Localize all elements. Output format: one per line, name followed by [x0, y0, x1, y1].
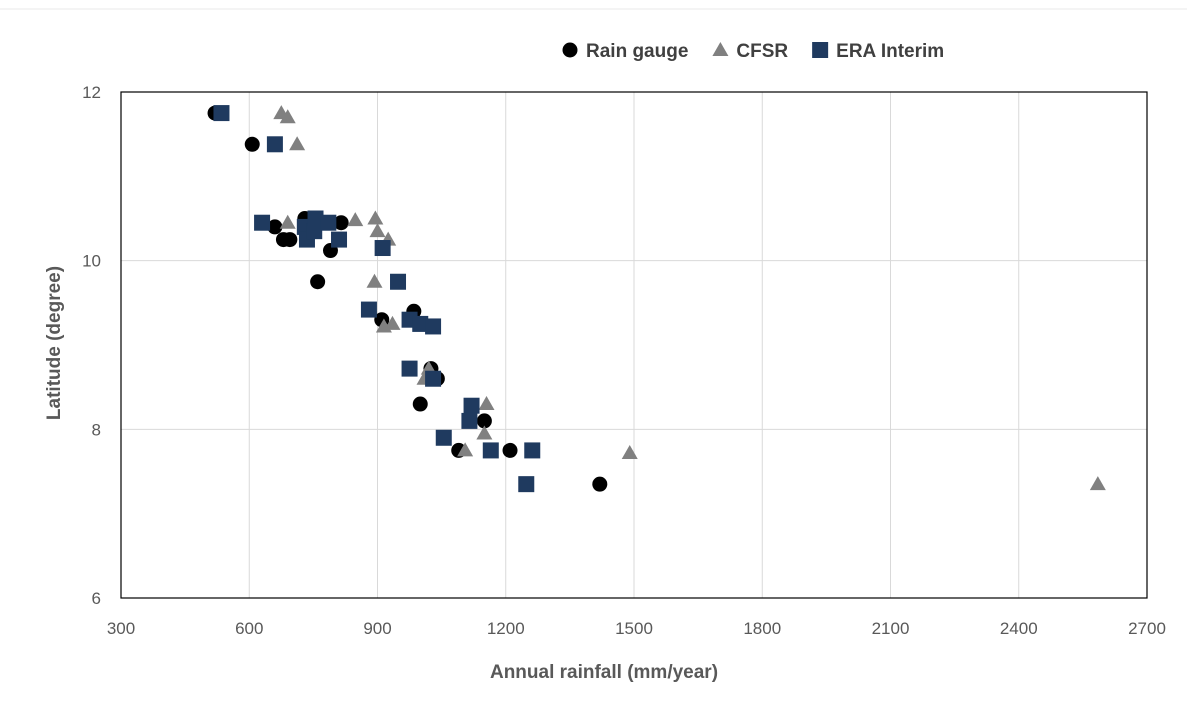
cfsr-point	[289, 136, 306, 151]
era-interim-point	[254, 214, 271, 231]
rain-gauge-point	[267, 219, 283, 235]
x-tick-label: 1800	[743, 619, 781, 638]
era-interim-point	[482, 442, 499, 459]
y-tick-label: 6	[92, 589, 101, 608]
era-interim-point	[307, 210, 324, 227]
gridlines	[121, 92, 1147, 598]
era-interim-point	[360, 301, 377, 318]
era-interim-point	[320, 214, 337, 231]
era-interim-point	[374, 240, 391, 257]
x-tick-label: 2700	[1128, 619, 1166, 638]
x-tick-label: 600	[235, 619, 263, 638]
cfsr-point	[366, 273, 383, 288]
rain-gauge-point	[333, 215, 349, 231]
era-interim-point	[401, 360, 418, 377]
era-interim-point	[461, 412, 478, 429]
cfsr-point	[369, 223, 386, 238]
x-axis-title: Annual rainfall (mm/year)	[490, 662, 718, 683]
rain-gauge-point	[244, 136, 260, 152]
legend-label-rain-gauge: Rain gauge	[586, 41, 688, 62]
y-tick-label: 10	[82, 252, 101, 271]
cfsr-point	[279, 214, 296, 229]
x-tick-label: 2400	[1000, 619, 1038, 638]
cfsr-point	[478, 396, 495, 411]
x-tick-labels: 300 600 900 1200 1500 1800 2100 2400 2700	[107, 619, 1166, 638]
rain-gauge-point	[282, 232, 298, 248]
era-interim-point	[425, 370, 442, 387]
rain-gauge-point	[502, 442, 518, 458]
era-interim-point	[518, 476, 535, 493]
era-interim-point	[524, 442, 541, 459]
era-interim-point	[213, 105, 230, 122]
legend-label-era-interim: ERA Interim	[836, 41, 944, 62]
plot-area-border	[120, 91, 1148, 599]
rain-gauge-point	[310, 274, 326, 290]
cfsr-point	[457, 442, 474, 457]
era-interim-point	[412, 315, 429, 332]
cfsr-point	[1089, 476, 1106, 491]
x-tick-label: 900	[363, 619, 391, 638]
rain-gauge-point	[476, 413, 492, 429]
x-tick-label: 1200	[487, 619, 525, 638]
y-tick-label: 12	[82, 83, 101, 102]
era-interim-point	[306, 223, 323, 240]
cfsr-point	[347, 212, 364, 227]
y-tick-label: 8	[92, 420, 101, 439]
cfsr-point	[621, 444, 638, 459]
era-interim-point	[425, 318, 442, 335]
legend: Rain gauge CFSR ERA Interim	[562, 41, 944, 62]
cfsr-point	[476, 425, 493, 440]
legend-label-cfsr: CFSR	[736, 41, 788, 62]
rain-gauge-point	[412, 396, 428, 412]
era-interim-point	[390, 273, 407, 290]
legend-marker-era-interim	[812, 42, 829, 58]
cfsr-point	[384, 315, 401, 330]
legend-marker-rain-gauge	[562, 42, 578, 58]
era-interim-point	[266, 136, 283, 153]
rain-gauge-point	[592, 476, 608, 492]
y-tick-labels: 6 8 10 12	[82, 83, 101, 608]
legend-marker-cfsr	[712, 42, 729, 56]
y-axis-title: Latitude (degree)	[44, 266, 65, 420]
cfsr-point	[367, 210, 384, 225]
era-interim-point	[435, 429, 452, 446]
x-tick-label: 1500	[615, 619, 653, 638]
series-era-interim	[213, 105, 541, 493]
data-markers	[207, 105, 1106, 493]
era-interim-point	[331, 231, 348, 248]
cfsr-point	[279, 109, 296, 124]
x-tick-label: 2100	[872, 619, 910, 638]
x-tick-label: 300	[107, 619, 135, 638]
era-interim-point	[463, 397, 480, 414]
